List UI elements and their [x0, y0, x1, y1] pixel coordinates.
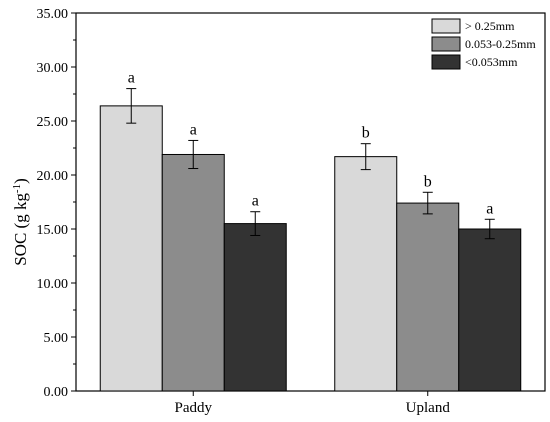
significance-letters-group: a a a b b a [128, 70, 494, 218]
bar [223, 223, 287, 392]
y-axis-title: SOC (g kg-1) [11, 178, 30, 266]
significance-letter: a [486, 200, 493, 217]
error-bars-group [126, 88, 495, 240]
y-tick-label: 15.00 [37, 223, 69, 238]
significance-letter: a [252, 193, 259, 210]
x-axis-ticks: Paddy Upland [175, 391, 451, 416]
significance-letter: a [190, 121, 197, 138]
legend: > 0.25mm 0.053-0.25mm <0.053mm [431, 18, 536, 70]
y-tick-label: 0.00 [44, 385, 69, 400]
y-axis-title-superscript: -1 [11, 184, 23, 193]
bar [161, 153, 225, 392]
y-tick-label: 35.00 [37, 7, 69, 22]
legend-swatch [431, 18, 461, 34]
y-axis-ticks: 0.00 5.00 10.00 15.00 20.00 25.00 30.00 35.00 [37, 7, 76, 400]
bar [396, 202, 460, 392]
bars-group [99, 105, 522, 392]
legend-label: > 0.25mm [465, 19, 515, 33]
significance-letter: a [128, 70, 135, 87]
legend-swatch [431, 36, 461, 52]
y-tick-label: 5.00 [44, 331, 69, 346]
significance-letter: b [424, 173, 432, 190]
y-tick-label: 10.00 [37, 277, 69, 292]
bar [334, 156, 398, 392]
x-tick-label: Paddy [175, 400, 213, 416]
y-axis-title-end: ) [11, 178, 30, 184]
significance-letter: b [362, 125, 370, 142]
y-tick-label: 20.00 [37, 169, 69, 184]
bar [99, 105, 163, 392]
legend-label: 0.053-0.25mm [465, 37, 536, 51]
legend-swatch [431, 54, 461, 70]
y-tick-label: 25.00 [37, 115, 69, 130]
legend-label: <0.053mm [465, 55, 518, 69]
y-tick-label: 30.00 [37, 61, 69, 76]
bar [458, 228, 522, 392]
y-axis-title-main: SOC (g kg [11, 193, 30, 266]
x-tick-label: Upland [406, 400, 451, 416]
